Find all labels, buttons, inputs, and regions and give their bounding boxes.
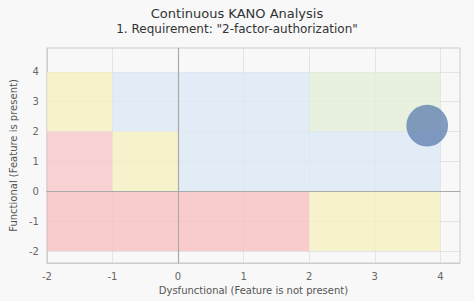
svg-text:Functional (Feature is present: Functional (Feature is present)	[8, 79, 19, 232]
svg-text:Dysfunctional (Feature is not: Dysfunctional (Feature is not present)	[159, 285, 348, 296]
svg-text:1. Requirement: "2-factor-auth: 1. Requirement: "2-factor-authorization"	[116, 22, 358, 36]
svg-text:3: 3	[372, 271, 378, 282]
svg-text:-1: -1	[29, 216, 39, 227]
svg-text:-1: -1	[107, 271, 117, 282]
svg-text:0: 0	[175, 271, 181, 282]
svg-text:4: 4	[437, 271, 443, 282]
svg-text:4: 4	[32, 66, 38, 77]
svg-text:3: 3	[32, 96, 38, 107]
svg-text:1: 1	[32, 156, 38, 167]
svg-text:1: 1	[240, 271, 246, 282]
svg-text:-2: -2	[29, 246, 39, 257]
svg-text:-2: -2	[42, 271, 52, 282]
svg-text:0: 0	[32, 186, 38, 197]
svg-text:2: 2	[306, 271, 312, 282]
svg-text:2: 2	[32, 126, 38, 137]
svg-text:Continuous KANO Analysis: Continuous KANO Analysis	[151, 6, 324, 21]
